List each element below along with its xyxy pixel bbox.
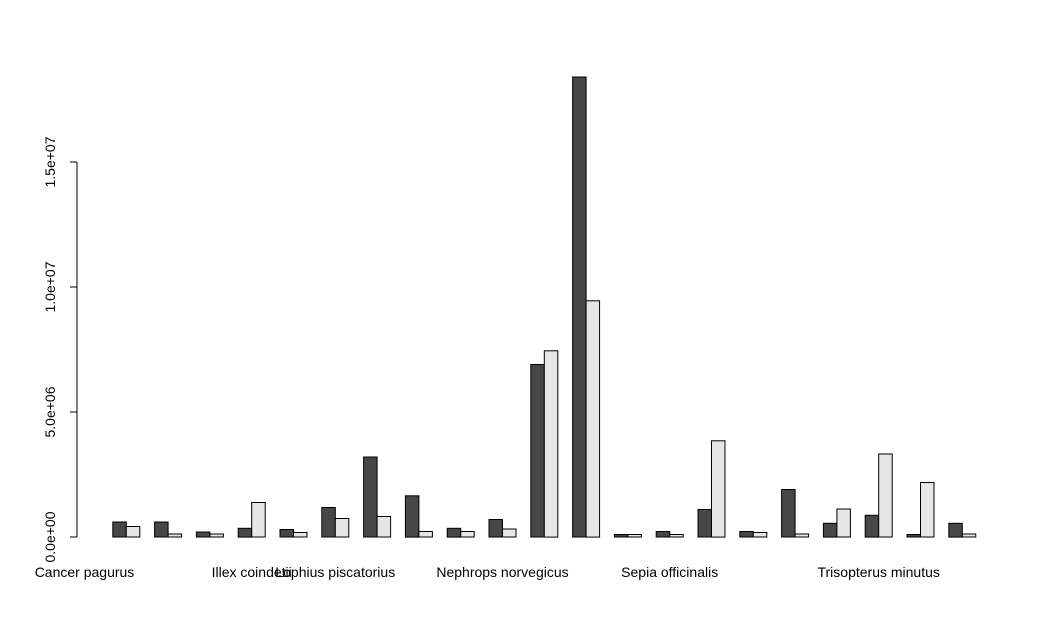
bar-group-15-series-1 bbox=[711, 440, 726, 538]
bar-group-11-series-0 bbox=[530, 364, 545, 538]
bar-group-2-series-1 bbox=[167, 533, 183, 538]
bar-group-7-series-0 bbox=[363, 456, 378, 538]
bar-group-7-series-1 bbox=[376, 516, 392, 538]
bar-group-13-series-1 bbox=[627, 534, 642, 538]
bar-group-12-series-0 bbox=[572, 76, 587, 538]
bar-group-5-series-0 bbox=[279, 529, 294, 538]
bar-group-3-series-1 bbox=[209, 533, 224, 538]
bar-group-18-series-1 bbox=[836, 508, 851, 538]
bar-group-5-series-1 bbox=[293, 532, 308, 538]
category-label-2: Lophius piscatorius bbox=[275, 564, 395, 580]
bar-group-21-series-1 bbox=[961, 533, 977, 538]
bar-group-8-series-1 bbox=[418, 531, 433, 538]
category-label-1: Illex coindetii bbox=[212, 564, 292, 580]
category-label-4: Sepia officinalis bbox=[621, 564, 718, 580]
bar-group-2-series-0 bbox=[154, 521, 169, 538]
bar-group-10-series-0 bbox=[488, 519, 503, 538]
bar-group-9-series-0 bbox=[446, 527, 462, 538]
bar-group-17-series-0 bbox=[781, 489, 796, 538]
bar-group-8-series-0 bbox=[404, 495, 420, 538]
y-tick-label-0: 0.0e+00 bbox=[42, 511, 58, 562]
bar-group-12-series-1 bbox=[585, 300, 601, 538]
bar-group-19-series-0 bbox=[864, 514, 880, 538]
bars-layer bbox=[112, 76, 977, 538]
y-tick-label-2: 1.0e+07 bbox=[42, 261, 58, 312]
bar-group-13-series-0 bbox=[613, 534, 629, 538]
category-label-0: Cancer pagurus bbox=[35, 564, 135, 580]
bar-group-9-series-1 bbox=[460, 531, 475, 538]
bar-group-10-series-1 bbox=[502, 528, 517, 538]
bar-group-4-series-0 bbox=[237, 527, 253, 538]
y-axis: 0.0e+00 5.0e+06 1.0e+07 1.5e+07 bbox=[42, 136, 78, 563]
bar-group-20-series-1 bbox=[920, 482, 935, 538]
bar-group-3-series-0 bbox=[195, 531, 211, 538]
y-tick-label-1: 5.0e+06 bbox=[42, 386, 58, 437]
bar-group-11-series-1 bbox=[543, 350, 559, 538]
bar-group-1-series-1 bbox=[125, 526, 141, 538]
category-label-3: Nephrops norvegicus bbox=[436, 564, 568, 580]
bar-group-19-series-1 bbox=[878, 453, 893, 538]
bar-group-17-series-1 bbox=[794, 533, 810, 538]
bar-group-18-series-0 bbox=[822, 522, 838, 538]
bar-group-6-series-0 bbox=[321, 507, 336, 538]
bar-group-21-series-0 bbox=[948, 522, 963, 538]
y-tick-label-3: 1.5e+07 bbox=[42, 136, 58, 187]
category-label-5: Trisopterus minutus bbox=[817, 564, 939, 580]
bar-group-16-series-1 bbox=[752, 532, 768, 538]
bar-group-14-series-1 bbox=[669, 534, 684, 538]
bar-group-4-series-1 bbox=[251, 502, 266, 538]
bar-group-1-series-0 bbox=[112, 521, 127, 538]
bar-group-15-series-0 bbox=[697, 509, 712, 538]
bar-group-14-series-0 bbox=[655, 531, 671, 538]
bar-group-16-series-0 bbox=[739, 531, 754, 538]
bar-group-20-series-0 bbox=[906, 534, 921, 538]
bar-group-6-series-1 bbox=[334, 518, 350, 538]
